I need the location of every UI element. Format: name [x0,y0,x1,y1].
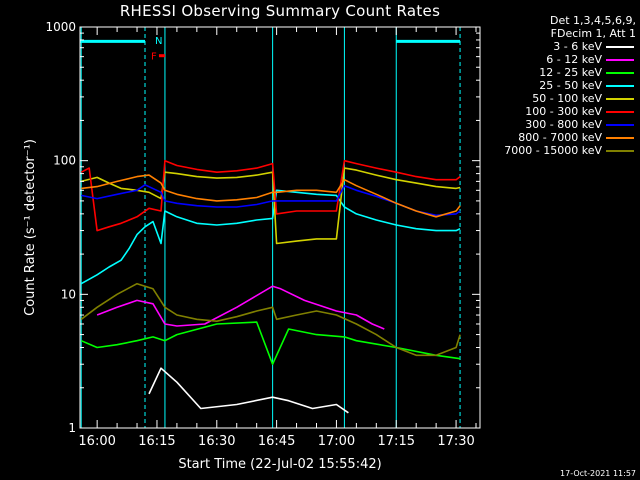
legend-entry-label: 12 - 25 keV [539,66,602,79]
flag-label-1: F [151,52,157,63]
legend-entry: 800 - 7000 keV [480,131,636,144]
legend-swatch [606,137,634,139]
legend-entry: 100 - 300 keV [480,105,636,118]
x-tick-label: 16:15 [138,434,175,449]
legend-entry-label: 100 - 300 keV [525,105,602,118]
legend: Det 1,3,4,5,6,9, FDecim 1, Att 1 3 - 6 k… [480,14,636,157]
legend-entry: 6 - 12 keV [480,53,636,66]
legend-swatch [606,85,634,87]
y-tick-label: 1000 [45,20,76,34]
legend-swatch [606,111,634,113]
legend-entry-label: 800 - 7000 keV [518,131,602,144]
legend-header-detectors: Det 1,3,4,5,6,9, [549,14,636,27]
chart-title: RHESSI Observing Summary Count Rates [119,2,441,20]
legend-swatch [606,150,634,152]
legend-entry-label: 3 - 6 keV [553,40,602,53]
series-line-7 [81,174,461,218]
legend-swatch [606,124,634,126]
y-tick-label: 100 [53,154,76,168]
legend-swatch [606,59,634,61]
legend-entry: 50 - 100 keV [480,92,636,105]
y-tick-label: 1 [68,421,76,435]
y-tick-label: 10 [61,287,76,301]
x-tick-label: 16:00 [78,434,115,449]
legend-entry: 3 - 6 keV [480,40,636,53]
legend-entry-label: 300 - 800 keV [525,118,602,131]
x-tick-label: 17:30 [437,434,474,449]
series-line-4 [81,167,461,245]
legend-header-attenuator: FDecim 1, Att 1 [550,27,636,40]
footer-timestamp: 17-Oct-2021 11:57 [560,469,636,478]
legend-swatch [606,46,634,48]
series-line-5 [80,159,461,232]
x-tick-label: 16:45 [258,434,295,449]
legend-entry: 25 - 50 keV [480,79,636,92]
legend-entry: 300 - 800 keV [480,118,636,131]
x-tick-label: 17:15 [378,434,415,449]
series-line-3 [80,189,461,285]
legend-entry: 12 - 25 keV [480,66,636,79]
x-axis-label: Start Time (22-Jul-02 15:55:42) [178,457,381,472]
legend-entries: 3 - 6 keV 6 - 12 keV 12 - 25 keV 25 - 50 ke… [480,40,636,157]
series-line-2 [80,321,461,366]
x-tick-label: 17:00 [318,434,355,449]
series-line-6 [81,184,461,217]
legend-entry-label: 25 - 50 keV [539,79,602,92]
series-line-1 [96,285,385,330]
y-axis-label: Count Rate (s⁻¹ detector⁻¹) [23,139,38,316]
legend-swatch [606,98,634,100]
flag-label-0: N [155,36,162,47]
legend-entry-label: 7000 - 15000 keV [504,144,602,157]
series-line-0 [148,367,349,414]
plot-frame [79,26,481,429]
series-line-8 [80,282,461,357]
legend-entry: 7000 - 15000 keV [480,144,636,157]
x-tick-label: 16:30 [198,434,235,449]
legend-entry-label: 50 - 100 keV [532,92,602,105]
legend-swatch [606,72,634,74]
legend-entry-label: 6 - 12 keV [546,53,602,66]
